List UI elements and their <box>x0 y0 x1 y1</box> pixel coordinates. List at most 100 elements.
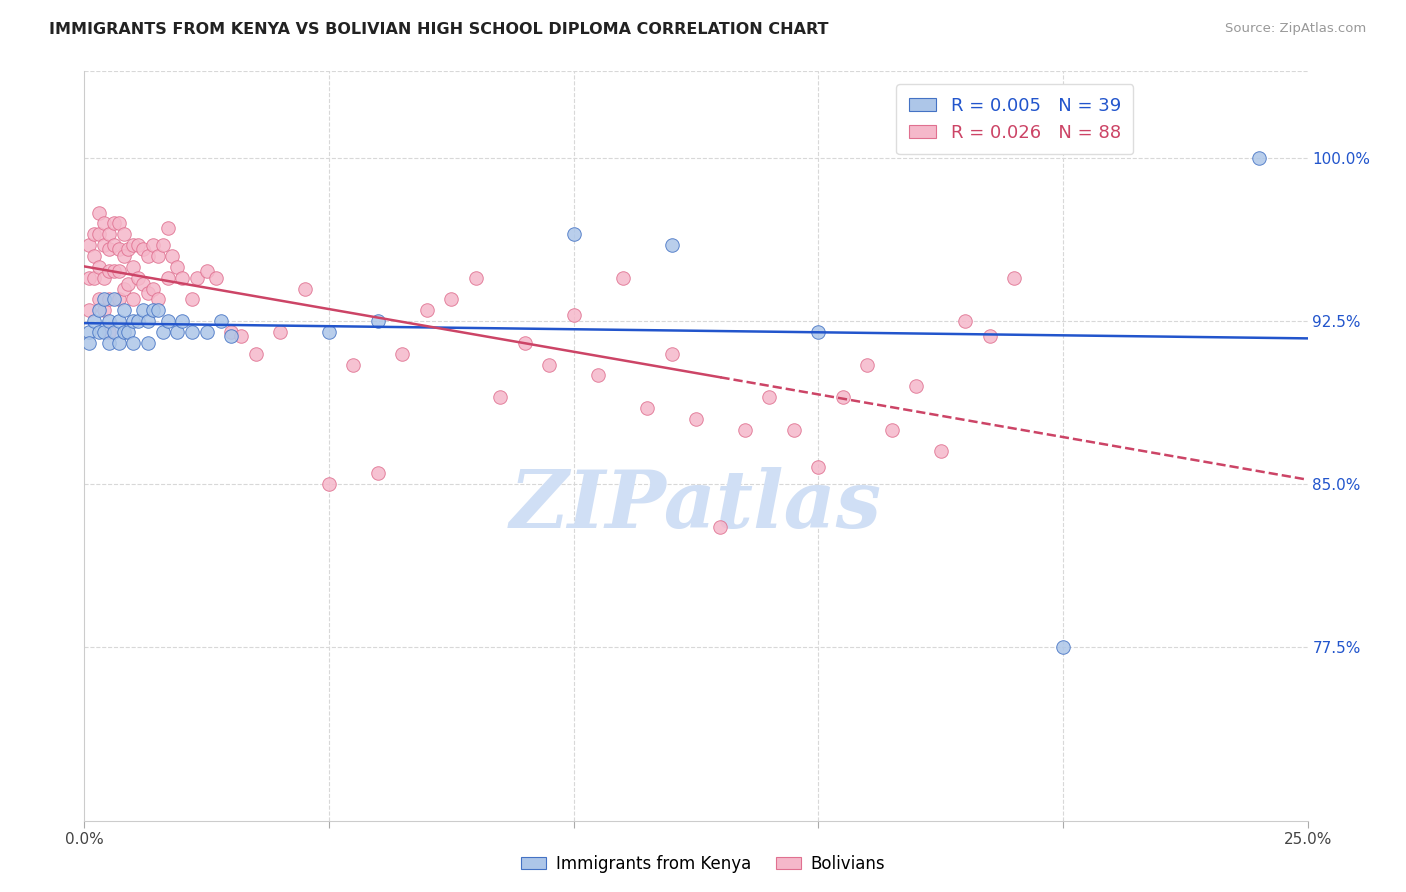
Point <box>87 293 110 307</box>
Point <box>97 293 120 307</box>
Point <box>152 325 174 339</box>
Point <box>122 335 145 350</box>
Point <box>97 325 120 339</box>
Point <box>181 293 204 307</box>
Point <box>156 314 179 328</box>
Point <box>103 293 125 307</box>
Point <box>93 303 115 318</box>
Point <box>209 314 232 328</box>
Point <box>87 205 110 219</box>
Point <box>489 390 512 404</box>
Text: Source: ZipAtlas.com: Source: ZipAtlas.com <box>1226 22 1367 36</box>
Point <box>93 325 115 339</box>
Point <box>97 243 120 257</box>
Point <box>156 270 179 285</box>
Point <box>219 325 242 339</box>
Point <box>186 270 208 285</box>
Point <box>538 358 561 372</box>
Point <box>87 260 110 274</box>
Point <box>562 227 585 242</box>
Point <box>136 335 159 350</box>
Point <box>136 285 159 300</box>
Point <box>181 325 204 339</box>
Point <box>162 249 184 263</box>
Point <box>97 227 120 242</box>
Point <box>146 293 169 307</box>
Point <box>122 260 145 274</box>
Point <box>318 477 340 491</box>
Point <box>136 314 159 328</box>
Point <box>1247 151 1270 165</box>
Point <box>127 270 149 285</box>
Point <box>880 423 903 437</box>
Point <box>77 270 100 285</box>
Point <box>107 216 129 230</box>
Text: ZIPatlas: ZIPatlas <box>510 467 882 545</box>
Point <box>117 243 139 257</box>
Point <box>93 293 115 307</box>
Point <box>807 325 830 339</box>
Point <box>219 329 242 343</box>
Point <box>807 459 830 474</box>
Point <box>97 335 120 350</box>
Point <box>107 293 129 307</box>
Point <box>77 335 100 350</box>
Point <box>117 325 139 339</box>
Point <box>132 277 155 292</box>
Point <box>112 227 135 242</box>
Point <box>205 270 228 285</box>
Point <box>112 303 135 318</box>
Text: IMMIGRANTS FROM KENYA VS BOLIVIAN HIGH SCHOOL DIPLOMA CORRELATION CHART: IMMIGRANTS FROM KENYA VS BOLIVIAN HIGH S… <box>49 22 828 37</box>
Point <box>734 423 756 437</box>
Point <box>318 325 340 339</box>
Point <box>1052 640 1074 654</box>
Point <box>367 466 389 480</box>
Point <box>905 379 928 393</box>
Point <box>562 308 585 322</box>
Point <box>783 423 806 437</box>
Point <box>172 314 194 328</box>
Point <box>103 238 125 252</box>
Point <box>97 264 120 278</box>
Point <box>152 238 174 252</box>
Point <box>146 249 169 263</box>
Point <box>146 303 169 318</box>
Point <box>77 325 100 339</box>
Point <box>83 270 105 285</box>
Point <box>685 412 707 426</box>
Point <box>195 325 218 339</box>
Point <box>464 270 486 285</box>
Point <box>245 347 267 361</box>
Point <box>127 314 149 328</box>
Point <box>269 325 291 339</box>
Point <box>136 249 159 263</box>
Point <box>142 281 165 295</box>
Point <box>416 303 439 318</box>
Point <box>979 329 1001 343</box>
Point <box>83 227 105 242</box>
Point <box>156 220 179 235</box>
Point <box>107 335 129 350</box>
Point <box>122 238 145 252</box>
Point <box>87 303 110 318</box>
Point <box>929 444 952 458</box>
Point <box>636 401 658 415</box>
Point <box>856 358 879 372</box>
Point <box>132 243 155 257</box>
Point <box>229 329 252 343</box>
Point <box>103 264 125 278</box>
Point <box>513 335 536 350</box>
Point <box>195 264 218 278</box>
Point <box>112 281 135 295</box>
Point <box>953 314 976 328</box>
Point <box>107 314 129 328</box>
Point <box>166 260 188 274</box>
Point <box>586 368 609 383</box>
Point <box>93 270 115 285</box>
Point <box>831 390 853 404</box>
Point <box>142 238 165 252</box>
Point <box>166 325 188 339</box>
Point <box>107 264 129 278</box>
Point <box>709 520 731 534</box>
Point <box>661 238 683 252</box>
